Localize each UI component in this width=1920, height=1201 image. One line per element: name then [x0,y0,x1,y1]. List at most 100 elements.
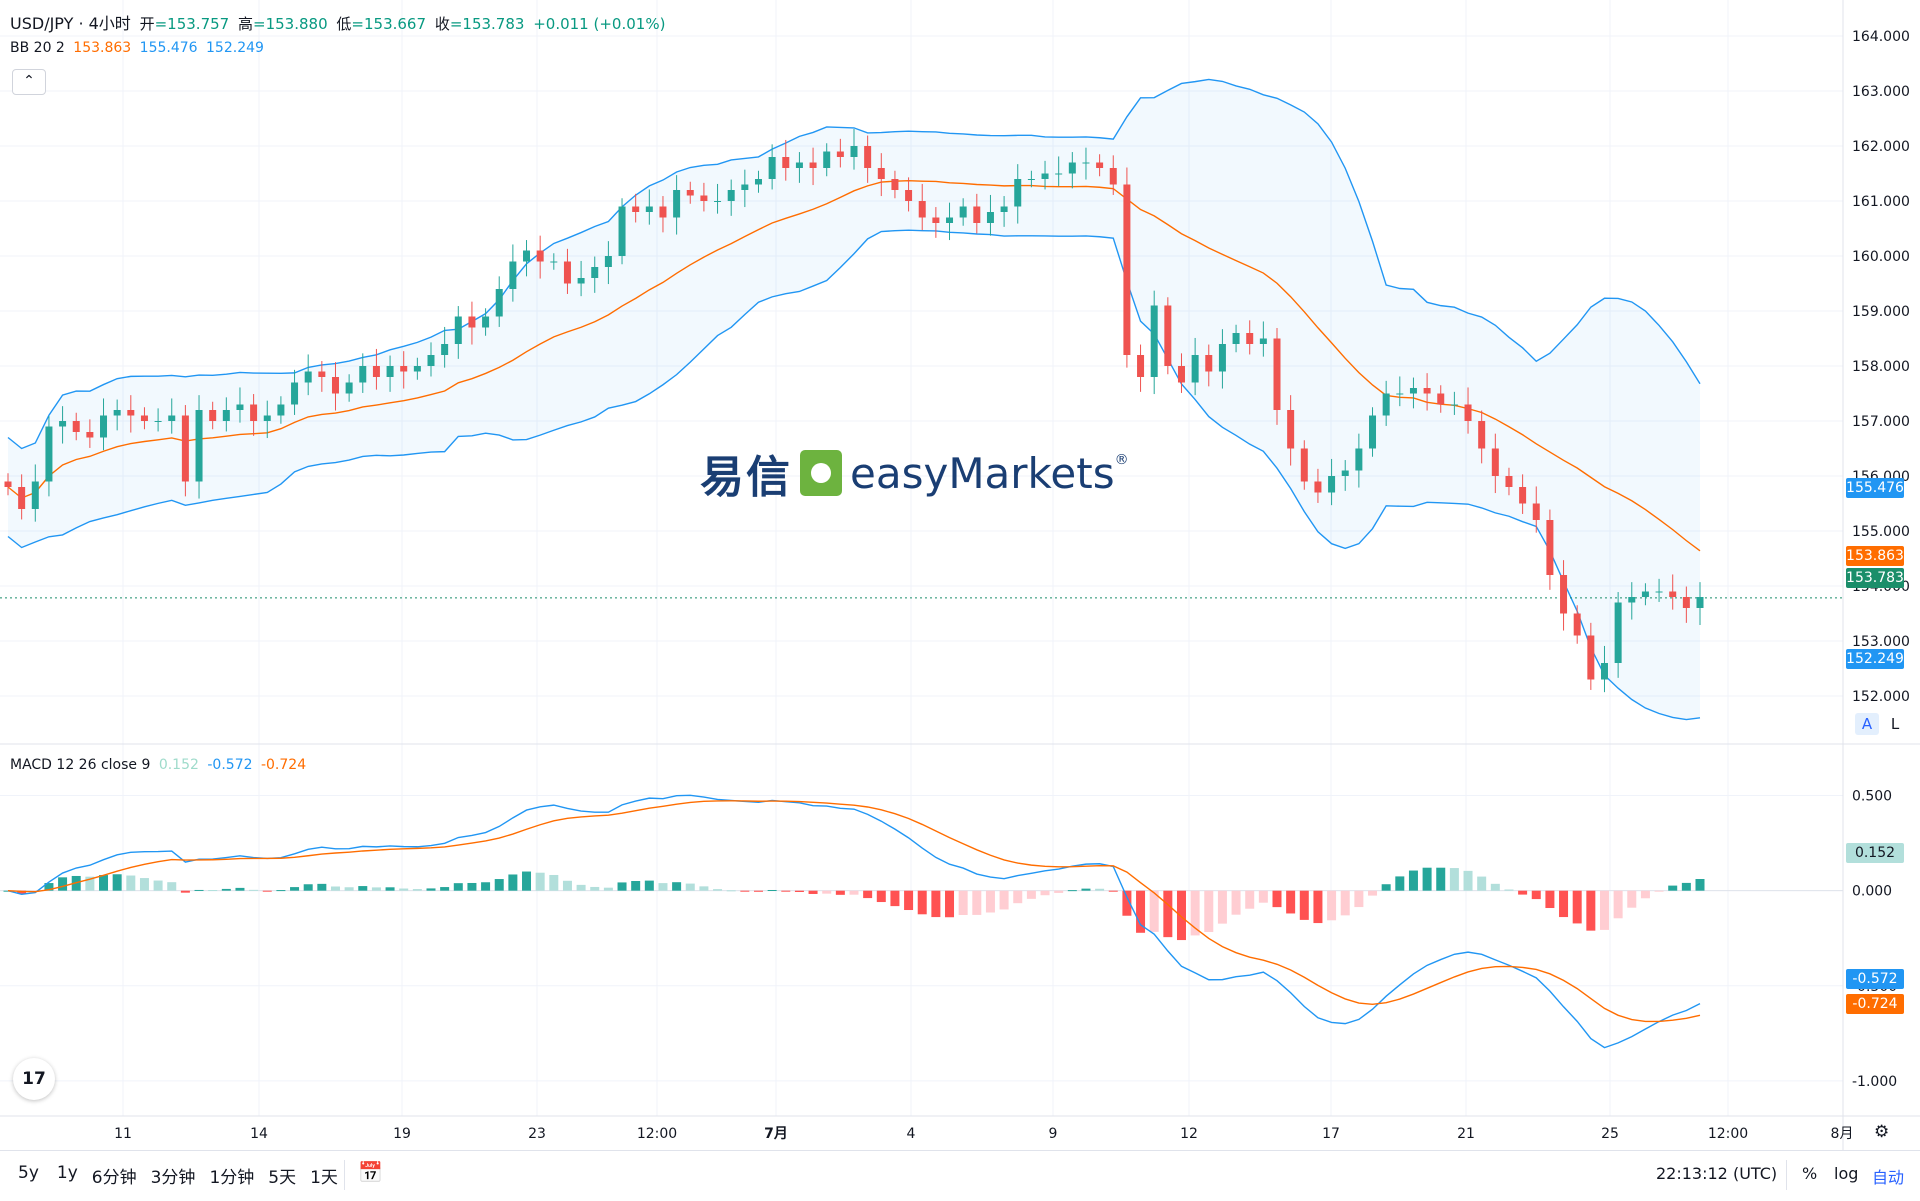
macd-hist-bar [1422,867,1432,891]
range-1d[interactable]: 1天 [310,1168,338,1188]
candle [563,248,571,294]
candle-body [168,415,176,421]
macd-hist-bar [467,882,477,891]
candle-body [823,151,831,168]
bb-basis-value: 153.863 [73,40,132,56]
close-value: =153.783 [449,15,525,33]
macd-hist-bar [549,874,559,891]
macd-hist-bar [1313,890,1323,924]
candle-body [700,195,708,201]
candle-body [1355,448,1363,471]
auto-toggle-button[interactable]: 自动 [1872,1168,1905,1187]
macd-hist-bar [1668,885,1678,891]
candle [986,194,994,236]
utc-clock[interactable]: 22:13:12 (UTC) [1656,1164,1778,1183]
candle-body [727,190,735,201]
macd-hist-bar [535,872,545,891]
macd-hist-bar [139,878,149,891]
price-tick-label: 153.000 [1852,634,1910,650]
time-tick-label: 7月 [764,1126,788,1142]
candle [1641,583,1649,606]
range-3min[interactable]: 3分钟 [150,1168,196,1188]
settings-gear-icon[interactable]: ⚙ [1874,1122,1890,1142]
log-toggle-button[interactable]: log [1834,1164,1859,1183]
range-1y[interactable]: 1y [56,1163,78,1183]
candle [591,256,599,293]
macd-hist-bar [44,883,54,891]
macd-hist-bar [753,890,763,892]
candle-body [140,415,148,421]
candle [400,351,408,389]
candle-body [1246,333,1254,344]
macd-hist-bar [590,886,600,891]
easymarkets-logo-icon [800,450,842,496]
tradingview-logo-icon[interactable]: 17 [13,1058,55,1100]
band-fill-area [8,79,1700,720]
macd-hist-bar [1368,890,1378,896]
candle [1109,155,1117,195]
macd-hist-bar [617,882,627,891]
log-scale-button[interactable]: L [1890,715,1900,733]
auto-scale-button[interactable]: A [1855,713,1879,735]
macd-hist-bar [1272,890,1282,908]
candle-body [127,410,135,416]
candle [673,175,681,235]
price-tick-label: 160.000 [1852,249,1910,265]
macd-hist-bar [1572,890,1582,924]
candle [727,179,735,216]
candle-body [372,366,380,377]
macd-hist-bar [1327,890,1337,921]
candle [1396,376,1404,407]
date-range-calendar-icon[interactable]: 📅 [358,1160,383,1184]
macd-hist-bar [1436,867,1446,891]
macd-hist-bar [1122,890,1132,916]
range-5y[interactable]: 5y [18,1163,39,1183]
macd-hist-bar [317,883,327,891]
candle-body [1573,613,1581,636]
macd-hist-bar [576,884,586,891]
macd-hist-bar [426,888,436,891]
macd-hist-bar [1504,889,1514,891]
candle-body [1205,355,1213,372]
low-label: 低 [336,15,352,33]
price-tick-label: 158.000 [1852,359,1910,375]
candle-body [714,201,722,202]
percent-scale-button[interactable]: % [1802,1164,1818,1183]
macd-hist-bar [303,884,313,891]
macd-hist-bar [1299,890,1309,920]
candle-body [304,371,312,383]
macd-hist-bar [1149,890,1159,932]
macd-hist-bar [958,890,968,915]
candle-body [946,217,954,223]
candle [441,326,449,368]
range-5d[interactable]: 5天 [268,1168,297,1188]
candle-body [1218,344,1226,372]
bb-upper-value: 155.476 [139,40,198,56]
range-1min[interactable]: 1分钟 [209,1168,255,1188]
candle-body [686,190,694,196]
candle [1000,196,1008,227]
time-tick-label: 21 [1457,1126,1475,1142]
candle-body [1423,388,1431,394]
time-tick-label: 12:00 [1708,1126,1748,1142]
macd-hist-bar [494,879,504,891]
macd-hist-bar [1245,890,1255,909]
candle-body [263,415,271,421]
bb-legend[interactable]: BB 20 2 153.863 155.476 152.249 [10,40,268,56]
collapse-legend-button[interactable]: ⌃ [12,69,46,95]
macd-hist-bar [794,890,804,892]
range-6min[interactable]: 6分钟 [91,1168,137,1188]
candle-body [277,404,285,416]
candle-body [1150,305,1158,377]
candle [523,240,531,277]
candle [4,473,12,496]
macd-hist-bar [358,886,368,891]
candle-body [1273,338,1281,410]
time-tick-label: 19 [393,1126,411,1142]
macd-legend[interactable]: MACD 12 26 close 9 0.152 -0.572 -0.724 [10,757,310,773]
candle [1041,160,1049,190]
basis-line [7,179,1701,552]
candle-body [1614,602,1622,663]
candle-body [154,421,162,422]
